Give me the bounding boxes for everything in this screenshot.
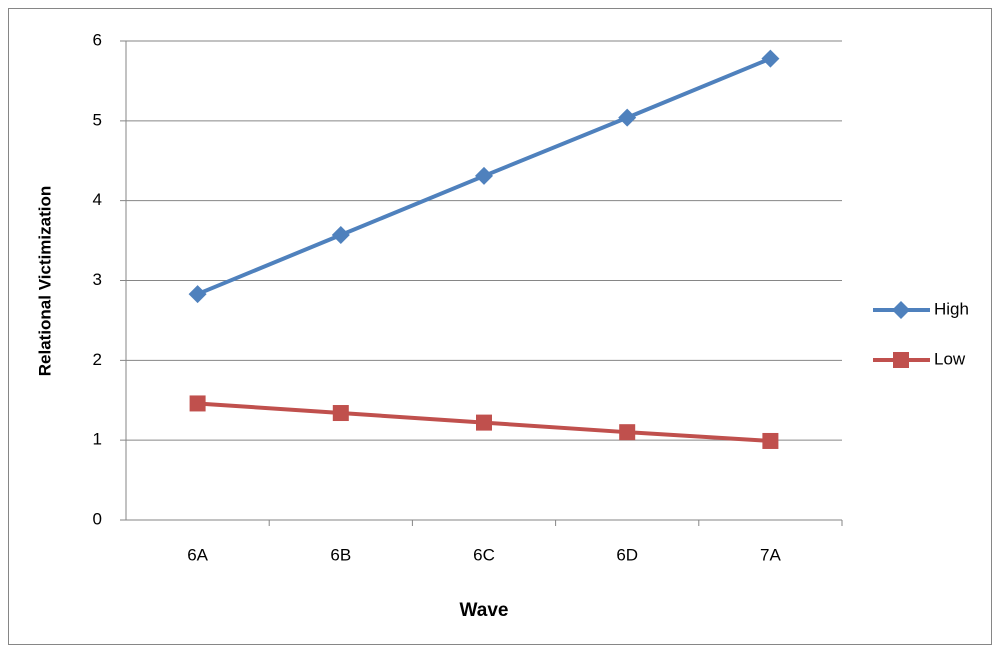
data-point bbox=[475, 166, 493, 185]
x-axis-title: Wave bbox=[460, 600, 509, 621]
y-axis-title: Relational Victimization bbox=[35, 186, 54, 377]
y-tick-label: 4 bbox=[93, 190, 102, 209]
legend-marker bbox=[892, 301, 910, 319]
x-tick-label: 7A bbox=[760, 545, 781, 564]
y-tick-label: 6 bbox=[93, 30, 102, 49]
x-tick-label: 6C bbox=[473, 545, 495, 564]
y-tick-label: 3 bbox=[93, 270, 102, 289]
data-point bbox=[619, 424, 636, 441]
y-tick-label: 5 bbox=[93, 110, 102, 129]
data-point bbox=[332, 405, 349, 422]
chart-border bbox=[8, 8, 992, 645]
x-tick-label: 6B bbox=[330, 545, 351, 564]
data-point bbox=[618, 108, 637, 127]
data-point bbox=[761, 49, 780, 68]
data-point bbox=[189, 395, 206, 412]
y-tick-label: 1 bbox=[93, 430, 102, 449]
data-point bbox=[188, 285, 207, 304]
y-tick-label: 0 bbox=[93, 509, 102, 528]
data-point bbox=[762, 432, 779, 449]
legend-label: Low bbox=[934, 349, 966, 368]
data-point bbox=[331, 225, 350, 244]
x-tick-label: 6A bbox=[187, 545, 208, 564]
x-tick-label: 6D bbox=[616, 545, 638, 564]
legend-label: High bbox=[934, 299, 969, 318]
y-tick-label: 2 bbox=[93, 350, 102, 369]
data-point bbox=[476, 414, 492, 431]
legend-marker bbox=[893, 352, 909, 368]
